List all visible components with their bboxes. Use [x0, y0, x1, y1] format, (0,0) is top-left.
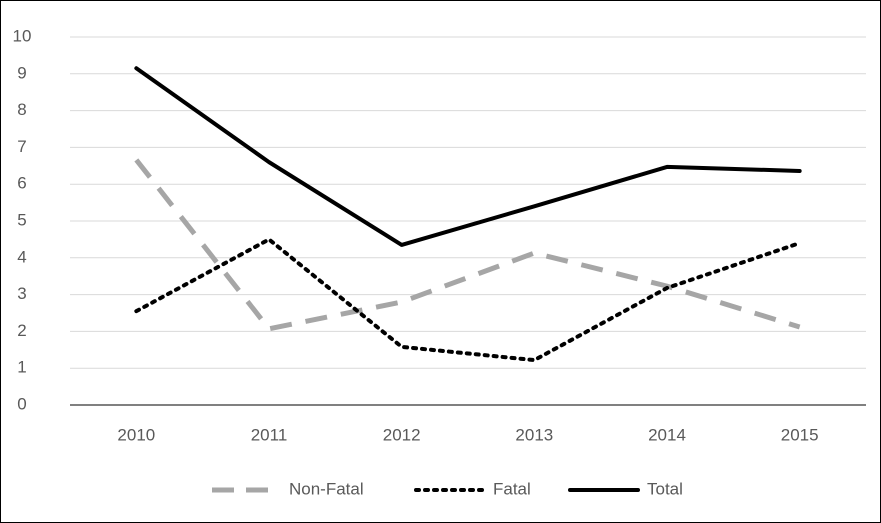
x-tick-label: 2012: [383, 425, 421, 444]
data-line: [134, 237, 802, 363]
y-tick-label: 0: [17, 394, 26, 413]
y-tick-label: 8: [17, 100, 26, 119]
y-tick-label: 5: [17, 210, 26, 229]
y-tick-label: 1: [17, 358, 26, 377]
legend-label: Total: [647, 479, 683, 498]
y-tick-label: 2: [17, 321, 26, 340]
legend-label: Non-Fatal: [289, 479, 364, 498]
y-tick-label: 6: [17, 174, 26, 193]
x-tick-label: 2013: [515, 425, 553, 444]
legend-label: Fatal: [493, 479, 531, 498]
y-tick-label: 9: [17, 63, 26, 82]
x-tick-label: 2014: [648, 425, 686, 444]
x-tick-label: 2015: [781, 425, 819, 444]
data-line: [134, 158, 801, 332]
data-line: [134, 66, 802, 247]
x-tick-label: 2011: [251, 425, 288, 444]
y-tick-label: 7: [17, 137, 26, 156]
y-tick-label: 10: [13, 26, 32, 45]
x-tick-label: 2010: [117, 425, 155, 444]
y-tick-label: 4: [17, 247, 26, 266]
y-tick-label: 3: [17, 284, 26, 303]
